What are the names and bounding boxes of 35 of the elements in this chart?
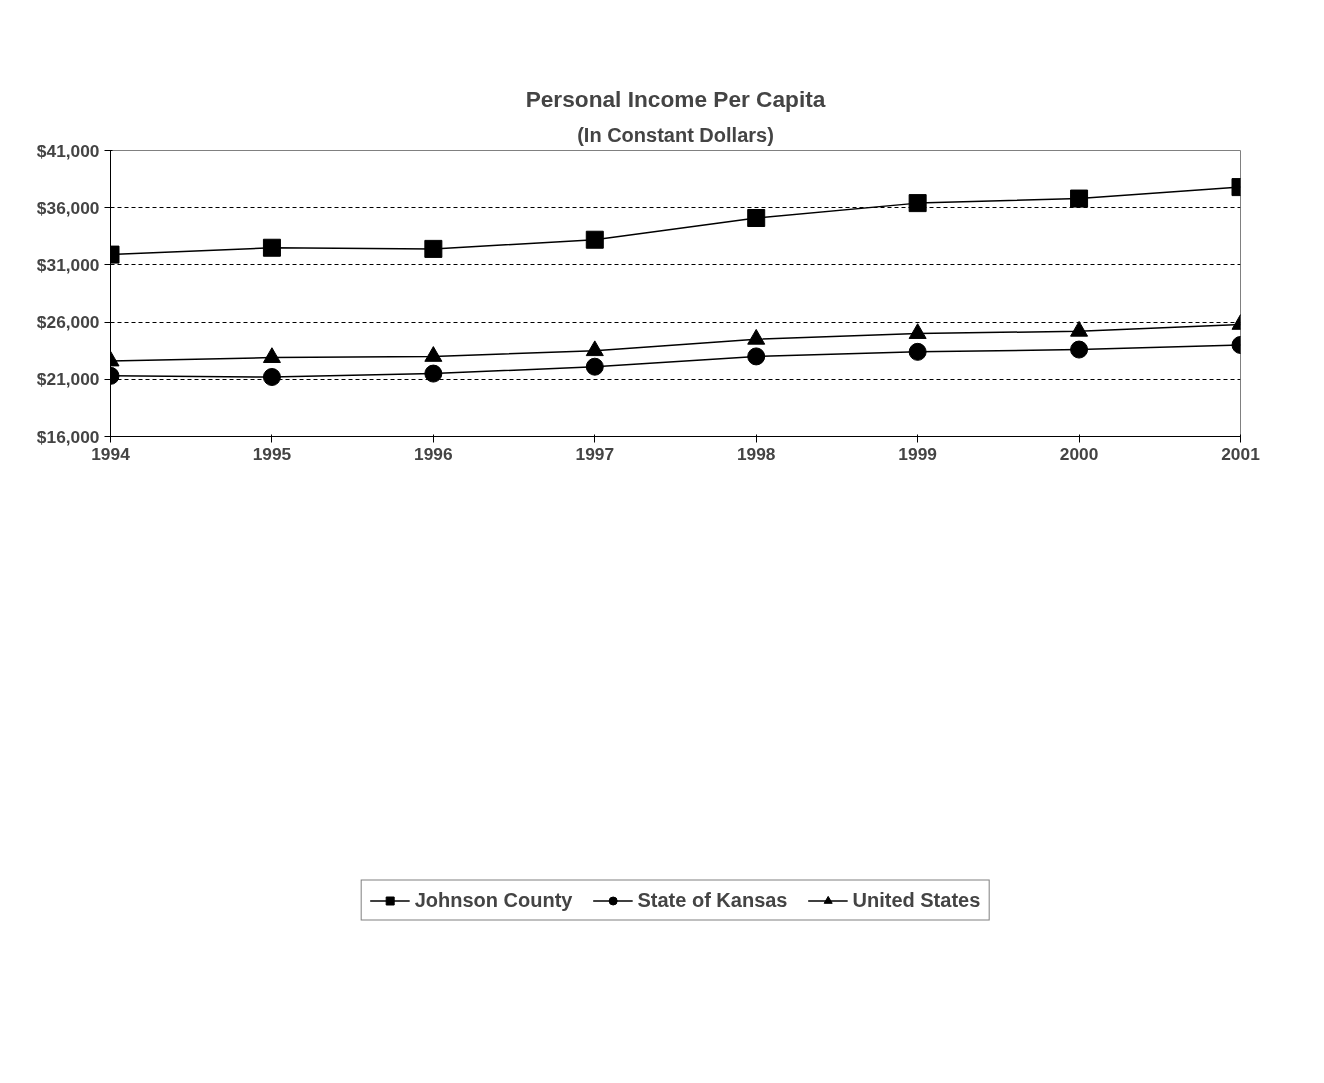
x-tick-label: 1997 <box>575 443 615 464</box>
point <box>424 346 443 362</box>
point <box>424 239 443 258</box>
point <box>262 368 281 386</box>
y-tick-label: $36,000 <box>36 197 100 218</box>
point <box>262 238 281 257</box>
point <box>1070 320 1089 337</box>
legend-label: Johnson County <box>414 888 573 912</box>
y-tick-label: $26,000 <box>36 312 100 333</box>
chart-subtitle: (In Constant Dollars) <box>577 123 774 146</box>
point <box>747 328 766 345</box>
point <box>424 364 443 383</box>
x-tick-label: 1999 <box>898 443 937 464</box>
y-tick-label: $41,000 <box>36 140 100 161</box>
chart-title: Personal Income Per Capita <box>525 85 826 112</box>
point <box>747 209 766 227</box>
point <box>585 340 604 357</box>
x-tick-label: 1996 <box>414 443 453 464</box>
y-tick-label: $21,000 <box>36 369 100 390</box>
point <box>747 347 766 366</box>
point <box>262 347 281 363</box>
y-tick-label: $31,000 <box>36 254 100 275</box>
point <box>908 342 927 361</box>
x-tick-label: 1998 <box>736 443 776 464</box>
x-tick-label: 2001 <box>1221 443 1261 464</box>
x-tick-label: 1995 <box>252 443 292 464</box>
legend-label: United States <box>852 888 981 912</box>
point <box>585 230 604 249</box>
point <box>908 323 927 339</box>
legend-label: State of Kansas <box>637 888 788 912</box>
point <box>1070 189 1089 208</box>
point <box>1070 340 1089 359</box>
point <box>585 357 604 376</box>
x-tick-label: 2000 <box>1059 443 1099 464</box>
point <box>908 194 927 213</box>
